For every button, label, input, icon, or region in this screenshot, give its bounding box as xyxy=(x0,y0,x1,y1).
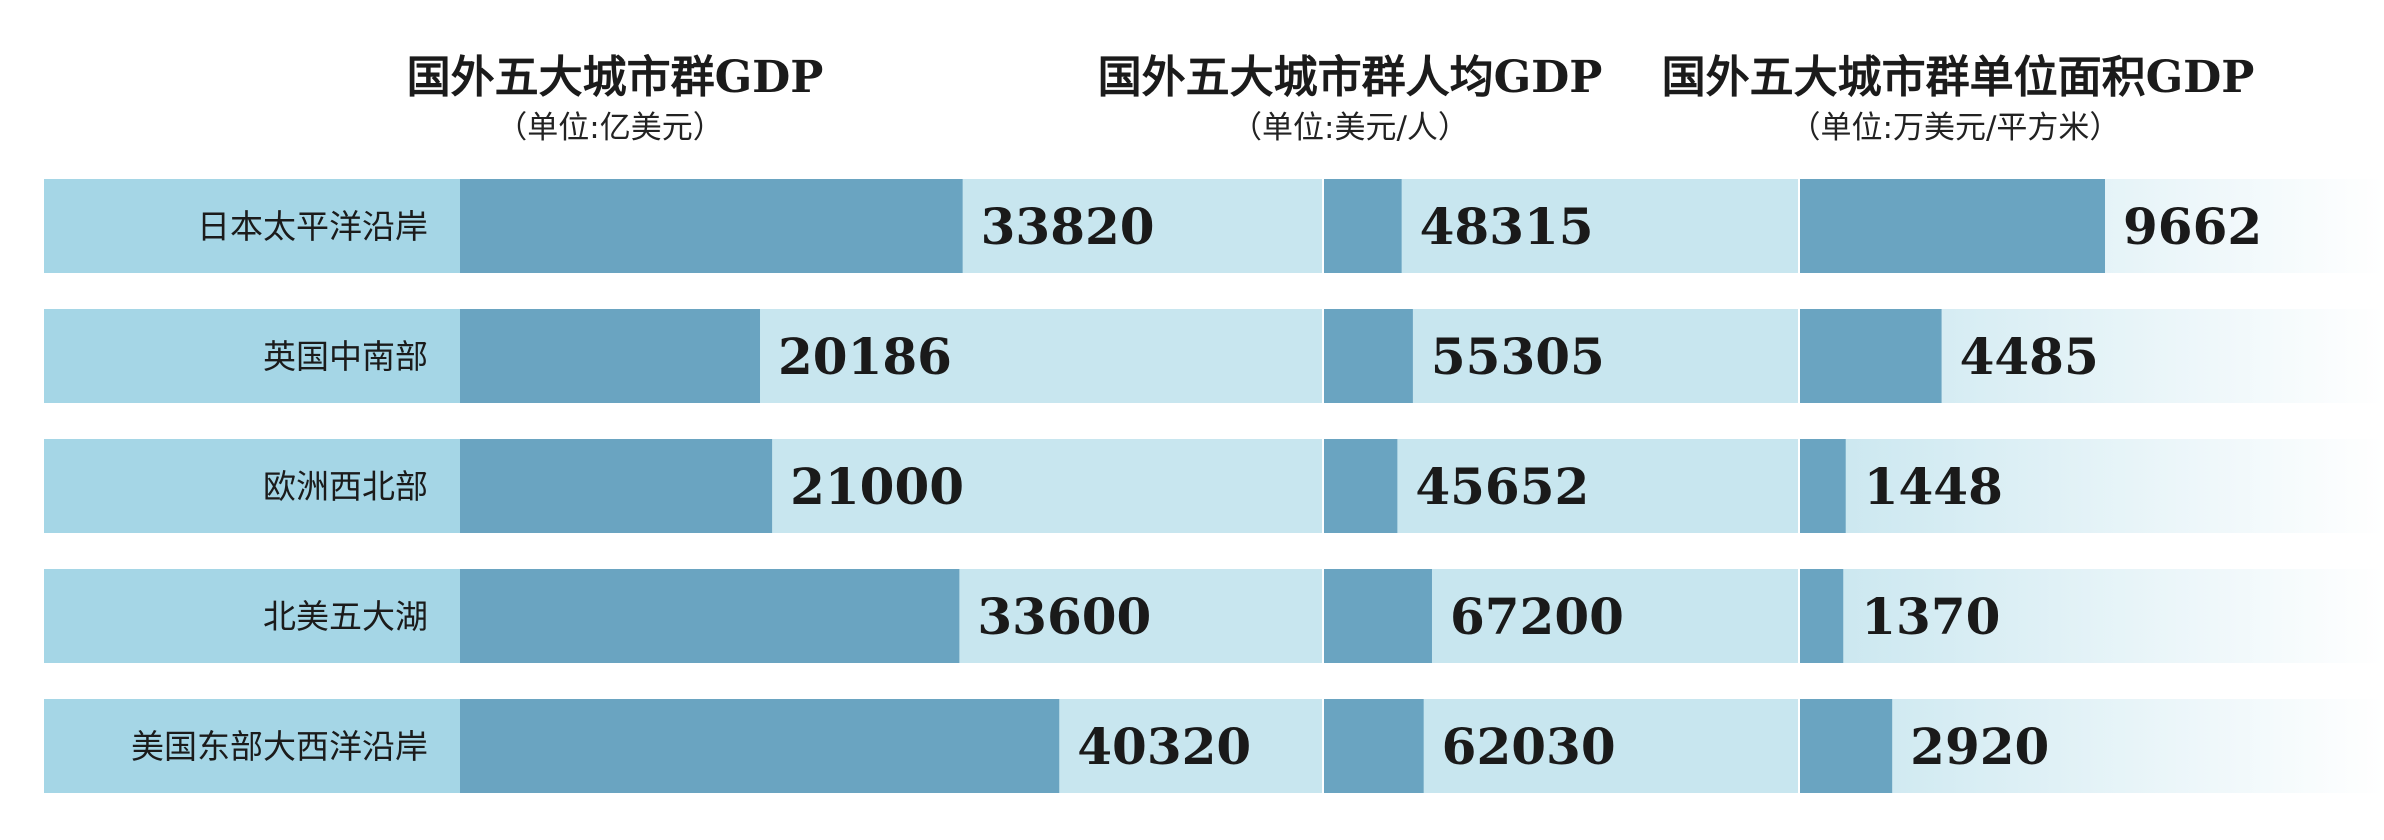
panel-2-subtitle: （单位:美元/人） xyxy=(1231,110,1469,146)
panel-titles: 国外五大城市群GDP （单位:亿美元） 国外五大城市群人均GDP （单位:美元/… xyxy=(407,52,2255,146)
bar-panel-3 xyxy=(1800,699,1893,793)
panel-3-title: 国外五大城市群单位面积GDP xyxy=(1662,52,2255,103)
value-label-panel-1: 40320 xyxy=(1077,717,1251,776)
value-label-panel-1: 20186 xyxy=(778,327,952,386)
bar-panel-2 xyxy=(1324,439,1398,533)
bar-panel-3 xyxy=(1800,309,1942,403)
category-label: 英国中南部 xyxy=(263,337,428,376)
value-label-panel-2: 48315 xyxy=(1420,197,1594,256)
value-label-panel-3: 2920 xyxy=(1910,717,2049,776)
row-label-band xyxy=(44,699,460,793)
panel-3-subtitle: （单位:万美元/平方米） xyxy=(1790,110,2121,146)
value-labels: 33820 48315 9662 20186 55305 4485 21000 45652 14… xyxy=(778,197,2262,776)
category-label: 日本太平洋沿岸 xyxy=(197,207,428,246)
row-label-band xyxy=(44,179,460,273)
row-label-band xyxy=(44,309,460,403)
value-label-panel-1: 33820 xyxy=(981,197,1155,256)
bar-panel-2 xyxy=(1324,179,1402,273)
category-label: 欧洲西北部 xyxy=(263,467,428,506)
bar-panel-1 xyxy=(460,699,1060,793)
panel-2-title: 国外五大城市群人均GDP xyxy=(1098,52,1603,103)
panel-1-subtitle: （单位:亿美元） xyxy=(496,110,723,146)
row-label-band xyxy=(44,439,460,533)
panel-2-track xyxy=(1324,179,1798,273)
bar-panel-3 xyxy=(1800,439,1846,533)
bar-panel-1 xyxy=(460,179,963,273)
value-label-panel-1: 21000 xyxy=(790,457,964,516)
panel-2-track xyxy=(1324,439,1798,533)
value-label-panel-2: 45652 xyxy=(1415,457,1589,516)
category-label: 北美五大湖 xyxy=(263,597,428,636)
bars xyxy=(460,179,2106,793)
chart-backgrounds xyxy=(44,179,2384,793)
bar-panel-2 xyxy=(1324,569,1432,663)
bar-panel-3 xyxy=(1800,569,1844,663)
bar-panel-3 xyxy=(1800,179,2106,273)
panel-3-track xyxy=(1800,699,2384,793)
bar-panel-2 xyxy=(1324,309,1413,403)
bar-panel-1 xyxy=(460,309,761,403)
row-label-band xyxy=(44,569,460,663)
value-label-panel-3: 1370 xyxy=(1861,587,2000,646)
value-label-panel-3: 4485 xyxy=(1960,327,2099,386)
category-label: 美国东部大西洋沿岸 xyxy=(131,727,428,766)
value-label-panel-2: 67200 xyxy=(1450,587,1624,646)
bar-panel-1 xyxy=(460,439,773,533)
value-label-panel-2: 55305 xyxy=(1431,327,1605,386)
value-label-panel-3: 9662 xyxy=(2123,197,2262,256)
bar-panel-1 xyxy=(460,569,960,663)
value-label-panel-1: 33600 xyxy=(977,587,1151,646)
value-label-panel-3: 1448 xyxy=(1864,457,2003,516)
value-label-panel-2: 62030 xyxy=(1442,717,1616,776)
bar-panel-2 xyxy=(1324,699,1424,793)
panel-1-title: 国外五大城市群GDP xyxy=(407,52,824,103)
panel-3-track xyxy=(1800,569,2384,663)
panel-3-track xyxy=(1800,439,2384,533)
